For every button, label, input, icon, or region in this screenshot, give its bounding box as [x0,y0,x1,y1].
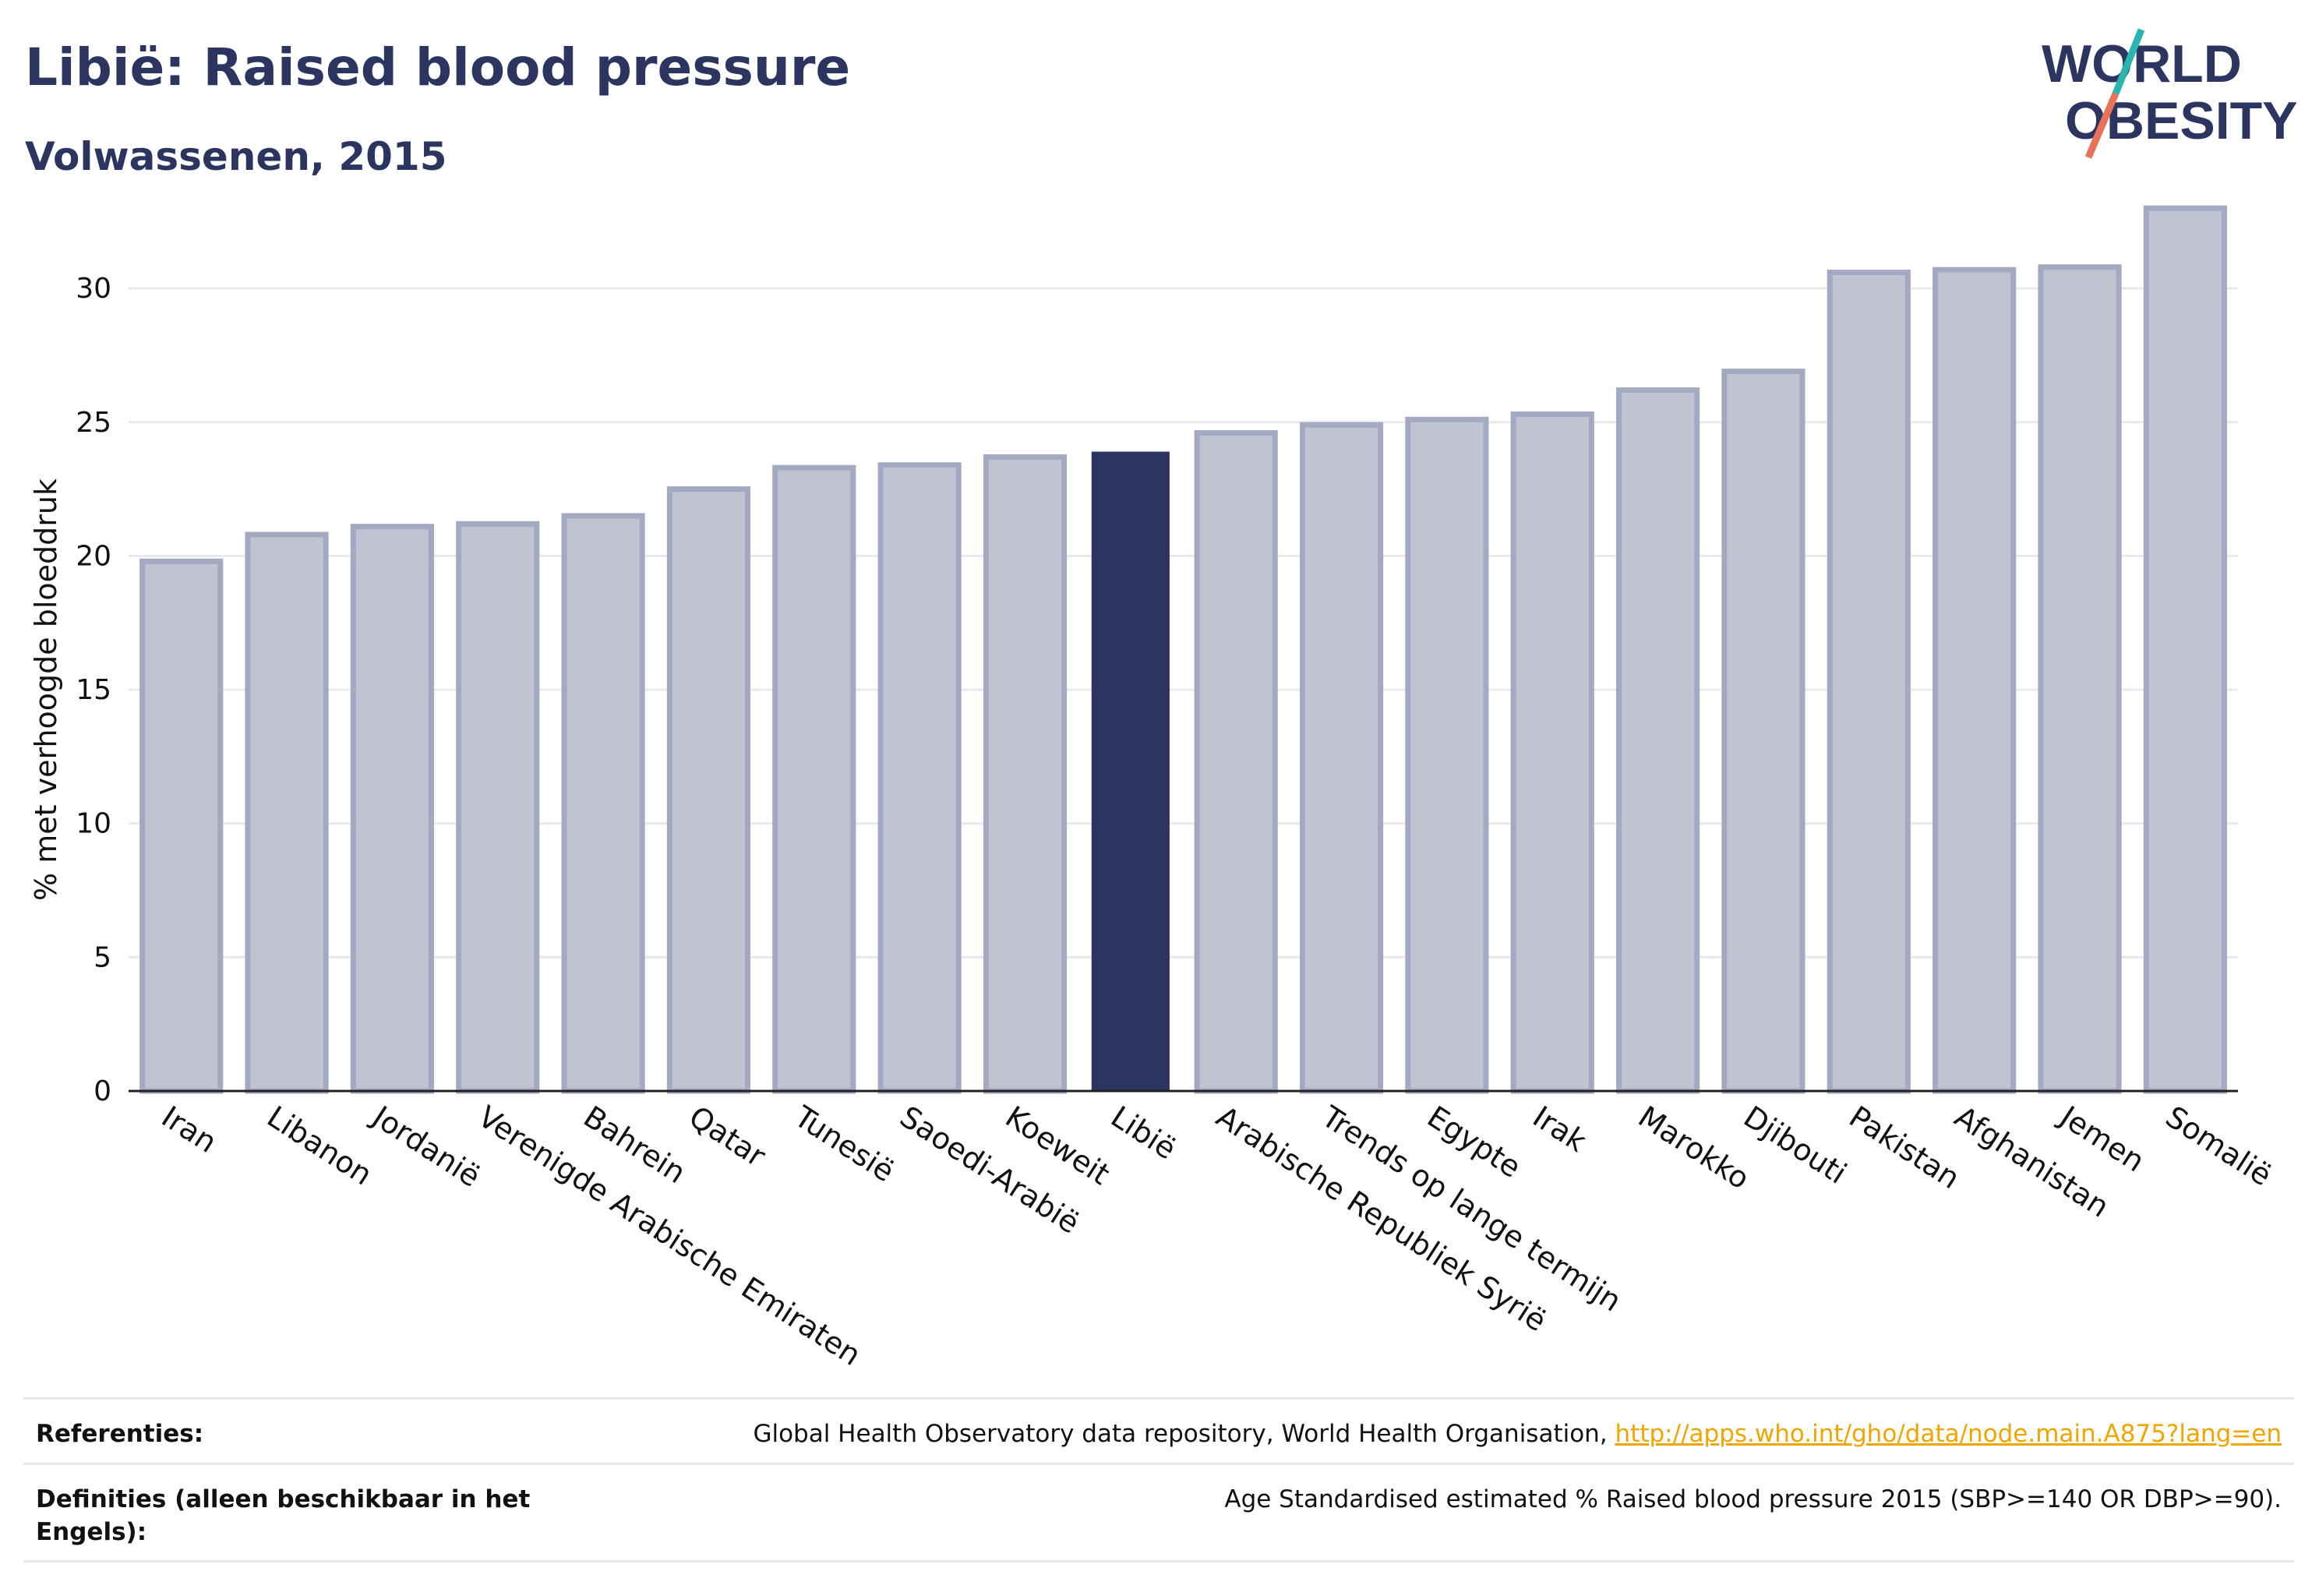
x-tick-label: Djibouti [1738,1100,1852,1191]
bar [245,531,329,1094]
logo-slash-teal [2112,28,2145,95]
bar [1299,422,1384,1094]
footer-divider-top [23,1397,2294,1400]
world-obesity-logo: WORLD OBESITY [2042,28,2298,159]
bar [139,558,224,1094]
logo-slash-coral [2084,92,2120,159]
bar [1827,270,1911,1094]
y-tick-label: 30 [76,273,111,305]
bar [1933,267,2017,1094]
bar [1721,369,1806,1094]
y-axis-label: % met verhoogde bloeddruk [29,478,63,901]
bar [772,464,856,1094]
x-tick-label: Somalië [2159,1100,2278,1193]
x-tick-label: Saoedi-Arabië [894,1100,1085,1241]
bar [2143,205,2227,1094]
bar [1091,451,1170,1091]
x-tick-label: Libië [1105,1100,1182,1167]
bar [456,521,540,1094]
x-tick-label: Qatar [683,1100,772,1174]
bar [350,524,434,1094]
y-tick-label: 10 [76,808,111,840]
x-tick-label: Irak [1527,1100,1592,1159]
bar [1615,387,1700,1094]
x-tick-label: Pakistan [1843,1100,1965,1196]
definitions-text: Age Standardised estimated % Raised bloo… [1224,1485,2282,1513]
x-tick-label: Marokko [1633,1100,1756,1196]
y-tick-label: 0 [94,1075,111,1107]
footer-divider-mid [23,1463,2294,1465]
footer-divider-bottom [23,1560,2294,1562]
references-text: Global Health Observatory data repositor… [753,1420,2282,1448]
definitions-label-line2: Engels): [36,1518,147,1546]
x-tick-label: Libanon [261,1100,378,1192]
references-label: Referenties: [36,1420,204,1448]
bar [1405,416,1489,1094]
logo-line1: WORLD [2042,34,2242,94]
x-tick-label: Tunesië [788,1099,901,1188]
bar [1510,411,1594,1094]
x-tick-label: Jordanië [365,1099,487,1194]
bar [2038,264,2122,1094]
bar-chart: 0 5 10 15 20 25 30 % met verhoogde bloeddruk Ira… [29,205,2278,1372]
references-link[interactable]: http://apps.who.int/gho/data/node.main.A… [1615,1420,2282,1448]
references-source: Global Health Observatory data repositor… [753,1420,1608,1448]
bar [561,513,645,1094]
chart-subtitle: Volwassenen, 2015 [25,134,447,179]
definitions-label: Definities (alleen beschikbaar in het En… [36,1485,530,1546]
bar [666,486,751,1094]
x-tick-label: Iran [156,1100,223,1160]
definitions-label-line1: Definities (alleen beschikbaar in het [36,1485,531,1513]
chart-title: Libië: Raised blood pressure [25,37,851,97]
bar [877,462,962,1094]
y-tick-label: 15 [76,674,111,706]
bar [983,454,1068,1094]
bar [1194,430,1278,1094]
y-tick-label: 5 [94,941,111,973]
y-tick-label: 20 [76,540,111,572]
y-tick-label: 25 [76,407,111,439]
